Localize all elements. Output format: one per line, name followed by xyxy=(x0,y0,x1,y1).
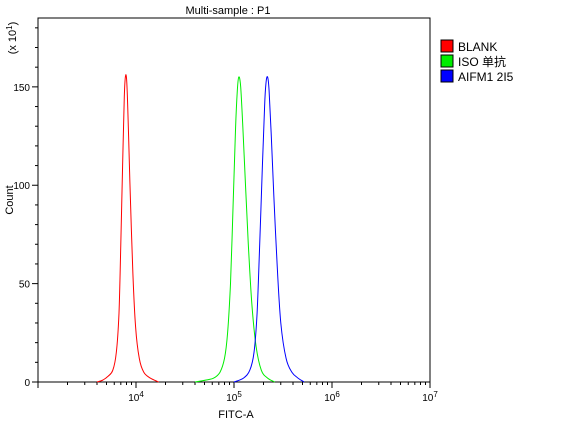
y-axis-ticks: 0 50 100 150 xyxy=(13,27,38,389)
y-scale-base: (x 10 xyxy=(7,30,19,54)
x-tick-exponent: 6 xyxy=(335,390,340,399)
y-axis-label: Count xyxy=(4,185,16,214)
y-scale-close: ) xyxy=(7,22,19,26)
legend-label: BLANK xyxy=(458,40,497,54)
x-tick-exponent: 5 xyxy=(237,390,242,399)
series-line-3 xyxy=(233,76,305,383)
x-tick-base: 10 xyxy=(128,393,140,404)
y-scale-multiplier: (x 101) xyxy=(5,22,20,55)
legend-swatch xyxy=(440,69,454,83)
legend-label: ISO 单抗 xyxy=(458,54,506,69)
series-lines xyxy=(96,74,305,383)
x-tick-base: 10 xyxy=(226,393,238,404)
x-tick-label: 106 xyxy=(324,390,340,405)
legend-swatch xyxy=(440,54,454,68)
chart-title: Multi-sample : P1 xyxy=(186,5,271,17)
y-tick-label: 0 xyxy=(24,378,30,389)
x-axis-label: FITC-A xyxy=(218,409,254,421)
y-scale-exponent: 1 xyxy=(5,25,14,30)
x-tick-exponent: 4 xyxy=(139,390,144,399)
x-tick-label: 107 xyxy=(422,390,438,405)
legend-swatch xyxy=(440,39,454,53)
x-tick-base: 10 xyxy=(422,393,434,404)
y-tick-label: 150 xyxy=(13,83,30,94)
x-tick-base: 10 xyxy=(324,393,336,404)
plot-frame xyxy=(37,17,431,383)
x-tick-label: 104 xyxy=(128,390,144,405)
series-line-1 xyxy=(96,74,159,383)
y-tick-label: 50 xyxy=(19,280,31,291)
y-tick-label: 100 xyxy=(13,181,30,192)
series-line-2 xyxy=(194,76,275,383)
x-axis-ticks: 104 105 106 107 xyxy=(37,382,438,405)
x-tick-label: 105 xyxy=(226,390,242,405)
legend-label: AIFM1 2I5 xyxy=(458,70,514,84)
x-tick-exponent: 7 xyxy=(433,390,438,399)
